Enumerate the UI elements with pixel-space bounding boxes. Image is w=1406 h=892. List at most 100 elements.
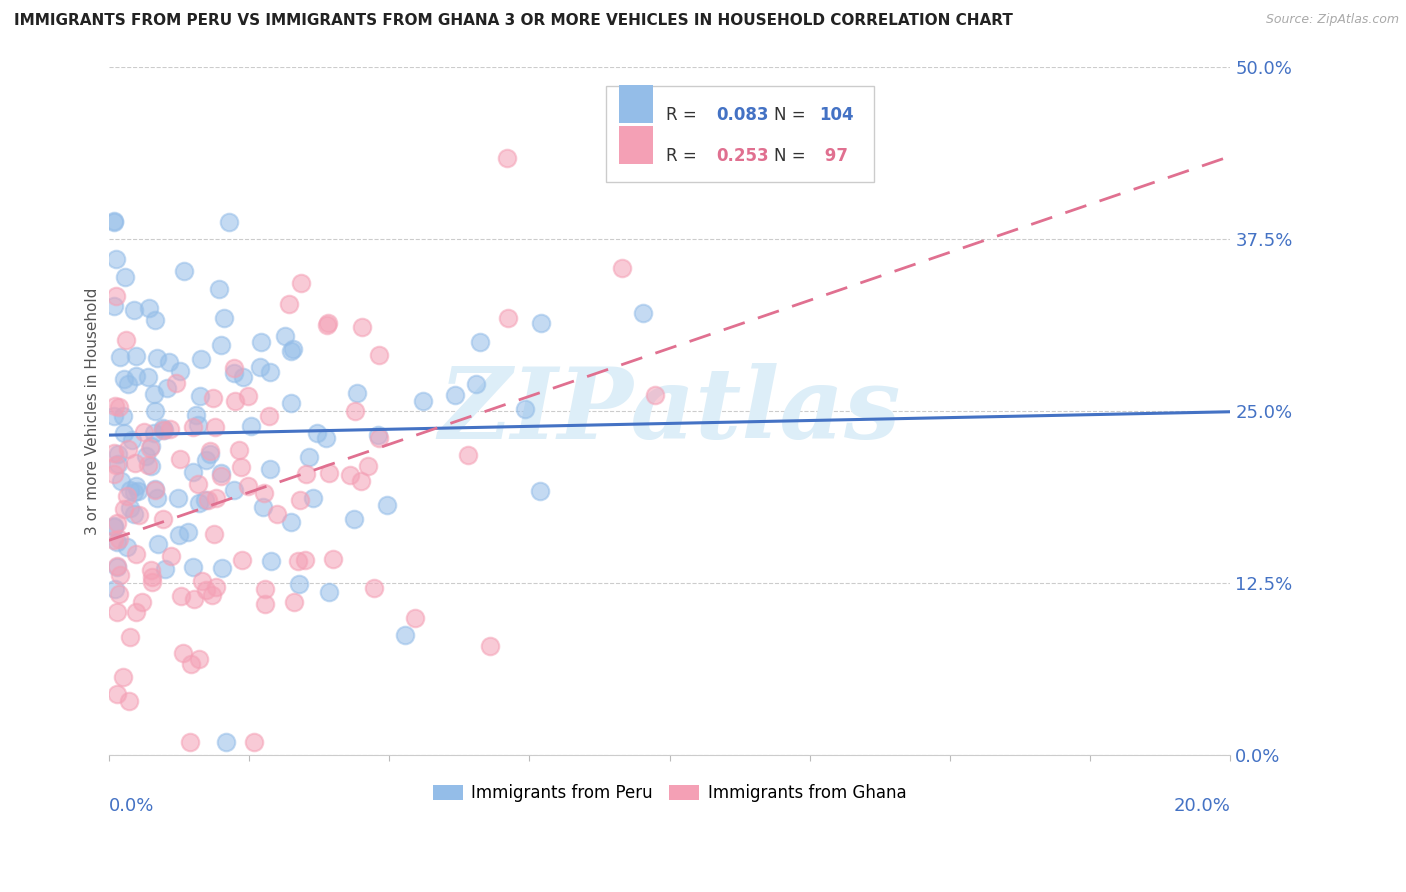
- Point: [188, 389, 211, 403]
- Point: [280, 515, 302, 529]
- Point: [170, 589, 193, 603]
- Point: [236, 479, 259, 493]
- Point: [103, 215, 125, 229]
- Point: [103, 467, 125, 481]
- Point: [165, 376, 187, 390]
- Point: [183, 591, 205, 606]
- Point: [610, 260, 633, 275]
- Point: [124, 457, 146, 471]
- Point: [260, 554, 283, 568]
- Point: [114, 270, 136, 285]
- Point: [208, 282, 231, 296]
- Point: [222, 366, 245, 380]
- Point: [200, 444, 222, 458]
- Point: [146, 491, 169, 505]
- Point: [191, 574, 214, 588]
- Point: [259, 366, 281, 380]
- Point: [107, 447, 129, 461]
- Point: [266, 507, 288, 521]
- Point: [259, 462, 281, 476]
- Point: [108, 532, 131, 546]
- Point: [367, 432, 389, 446]
- Point: [176, 524, 198, 539]
- Point: [143, 482, 166, 496]
- Point: [103, 533, 125, 548]
- Point: [122, 302, 145, 317]
- Text: 104: 104: [818, 106, 853, 124]
- Point: [103, 519, 125, 533]
- Point: [243, 734, 266, 748]
- Point: [288, 493, 311, 508]
- Point: [249, 359, 271, 374]
- Point: [294, 553, 316, 567]
- Point: [105, 559, 128, 574]
- Point: [188, 496, 211, 510]
- Point: [209, 338, 232, 352]
- Point: [125, 350, 148, 364]
- Point: [143, 404, 166, 418]
- Point: [240, 418, 263, 433]
- Point: [141, 574, 163, 589]
- Point: [141, 439, 163, 453]
- Point: [105, 535, 128, 549]
- Point: [529, 483, 551, 498]
- Point: [187, 418, 209, 433]
- Point: [212, 310, 235, 325]
- Point: [229, 460, 252, 475]
- Point: [236, 388, 259, 402]
- Point: [315, 318, 337, 333]
- Point: [205, 491, 228, 506]
- Point: [468, 334, 491, 349]
- Text: 0.0%: 0.0%: [108, 797, 155, 814]
- Point: [107, 606, 129, 620]
- Point: [197, 492, 219, 507]
- Point: [318, 467, 340, 481]
- Point: [290, 276, 312, 290]
- Point: [107, 457, 129, 471]
- Point: [274, 328, 297, 343]
- Point: [103, 213, 125, 227]
- Point: [209, 469, 232, 483]
- Point: [222, 361, 245, 376]
- Point: [107, 559, 129, 574]
- Point: [253, 582, 276, 596]
- Point: [186, 408, 208, 422]
- Text: IMMIGRANTS FROM PERU VS IMMIGRANTS FROM GHANA 3 OR MORE VEHICLES IN HOUSEHOLD CO: IMMIGRANTS FROM PERU VS IMMIGRANTS FROM …: [14, 13, 1012, 29]
- Text: ZIPatlas: ZIPatlas: [439, 363, 901, 459]
- Point: [141, 563, 163, 577]
- Point: [200, 447, 222, 461]
- Point: [128, 508, 150, 522]
- Point: [412, 394, 434, 409]
- Point: [444, 388, 467, 402]
- Point: [394, 628, 416, 642]
- Point: [218, 215, 240, 229]
- Point: [294, 467, 316, 481]
- Point: [195, 453, 218, 467]
- Point: [169, 364, 191, 378]
- Point: [121, 433, 143, 447]
- Point: [135, 449, 157, 463]
- Point: [114, 425, 136, 440]
- Point: [179, 734, 201, 748]
- Point: [112, 372, 135, 386]
- Y-axis label: 3 or more Vehicles in Household: 3 or more Vehicles in Household: [86, 287, 100, 534]
- Point: [232, 370, 254, 384]
- Point: [457, 449, 479, 463]
- Point: [231, 552, 253, 566]
- Point: [112, 502, 135, 516]
- Point: [131, 595, 153, 609]
- Point: [190, 351, 212, 366]
- Point: [159, 355, 181, 369]
- Point: [318, 585, 340, 599]
- Point: [120, 630, 142, 644]
- Point: [104, 458, 127, 472]
- Point: [214, 734, 236, 748]
- Point: [211, 561, 233, 575]
- Point: [228, 443, 250, 458]
- Point: [363, 581, 385, 595]
- Point: [142, 387, 165, 401]
- Point: [152, 420, 174, 434]
- Point: [209, 466, 232, 480]
- Point: [115, 490, 138, 504]
- Point: [201, 391, 224, 405]
